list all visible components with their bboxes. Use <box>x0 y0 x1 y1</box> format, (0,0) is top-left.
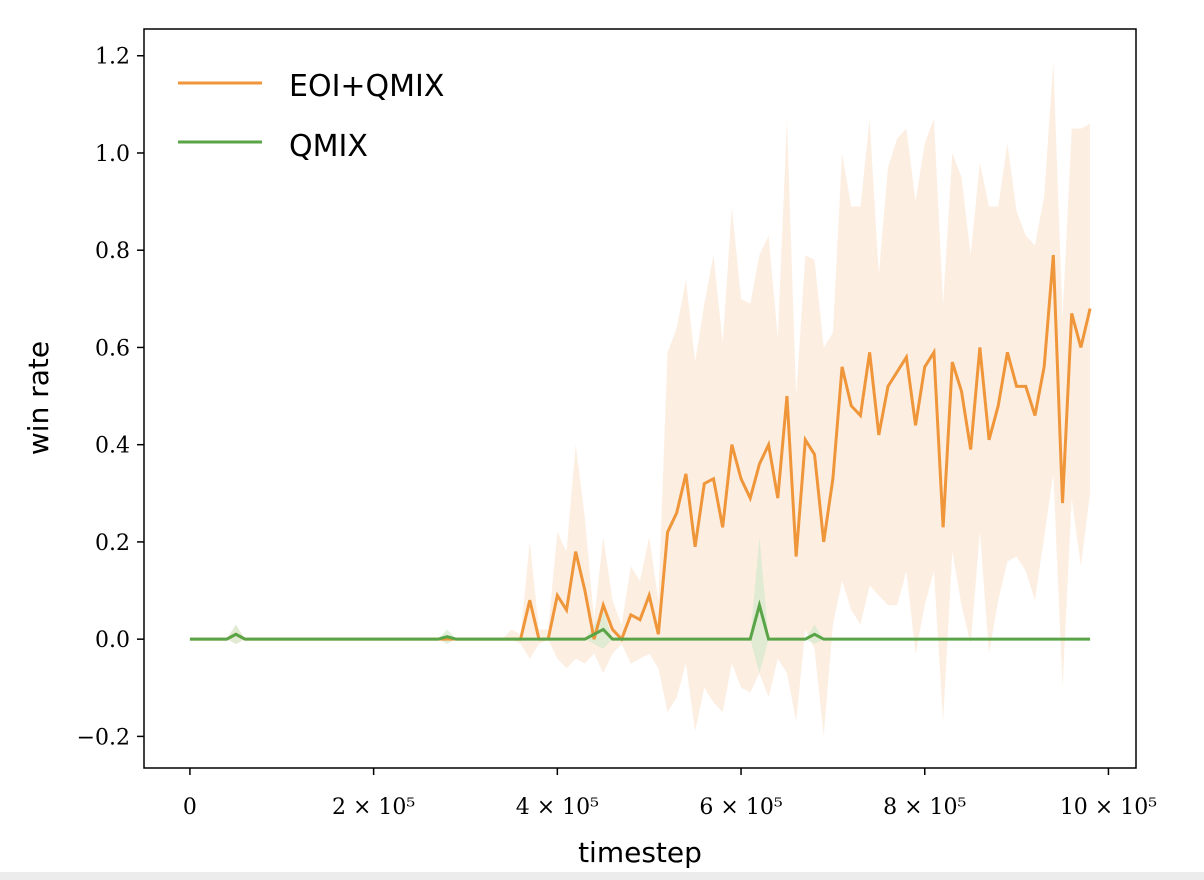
x-tick-label: 4 × 10⁵ <box>516 795 599 820</box>
y-axis-ticks: −0.2 0.0 0.2 0.4 0.6 0.8 1.0 1.2 <box>77 45 144 750</box>
x-tick-label: 10 × 10⁵ <box>1060 795 1157 820</box>
x-tick-label: 0 <box>183 795 197 820</box>
plot-frame <box>143 28 1137 769</box>
y-tick-label: 1.2 <box>95 45 130 70</box>
x-tick-label: 2 × 10⁵ <box>332 795 415 820</box>
x-tick-label: 8 × 10⁵ <box>883 795 966 820</box>
legend-label-eoi-qmix: EOI+QMIX <box>289 69 444 104</box>
y-tick-label: 0.8 <box>95 239 130 264</box>
y-tick-label: 0.6 <box>95 336 130 361</box>
series-lines <box>189 254 1092 642</box>
y-axis-label: win rate <box>22 341 55 455</box>
y-tick-label: 0.0 <box>95 628 130 653</box>
legend: EOI+QMIX QMIX <box>178 69 444 164</box>
confidence-bands <box>189 60 1091 737</box>
y-tick-label: −0.2 <box>77 725 130 750</box>
bottom-scrollbar-strip <box>0 872 1204 880</box>
series-line-qmix <box>189 599 1091 641</box>
x-axis-ticks: 0 2 × 10⁵ 4 × 10⁵ 6 × 10⁵ 8 × 10⁵ 10 × 10⁵ <box>183 768 1157 820</box>
x-tick-label: 6 × 10⁵ <box>699 795 782 820</box>
band-eoi-qmix <box>189 60 1091 737</box>
y-tick-label: 1.0 <box>95 142 130 167</box>
x-axis-label: timestep <box>578 836 702 869</box>
y-tick-label: 0.2 <box>95 531 130 556</box>
legend-label-qmix: QMIX <box>289 129 368 164</box>
y-tick-label: 0.4 <box>95 434 130 459</box>
